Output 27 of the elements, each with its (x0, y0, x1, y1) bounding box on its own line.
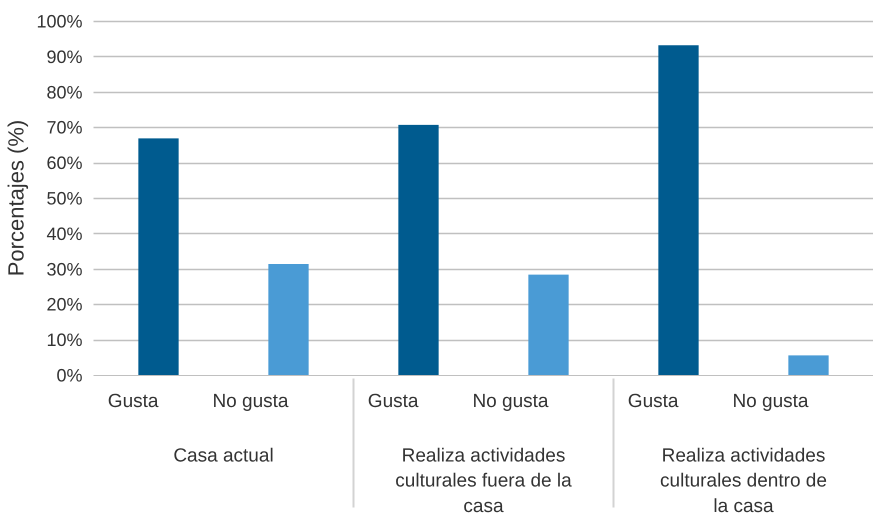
y-tick-label: 0% (56, 366, 82, 386)
y-tick-label: 50% (46, 188, 83, 209)
y-tick-label: 70% (46, 118, 83, 138)
x-tick-label: Gusta (368, 391, 419, 412)
y-tick-label: 10% (46, 330, 83, 350)
bar (658, 45, 699, 376)
y-tick-label: 60% (46, 153, 83, 174)
x-tick-label: No gusta (732, 391, 809, 412)
bar (528, 274, 569, 376)
bar (788, 355, 829, 376)
y-tick-label: 90% (46, 46, 83, 67)
y-axis-title: Porcentajes (%) (3, 120, 28, 276)
bar (398, 124, 439, 376)
y-tick-label: 30% (46, 259, 83, 280)
x-tick-label: Gusta (108, 391, 159, 412)
x-tick-label: No gusta (472, 391, 549, 412)
y-tick-label: 80% (46, 82, 83, 102)
bar (138, 138, 179, 376)
y-tick-label: 40% (46, 224, 83, 244)
x-tick-label: No gusta (212, 391, 289, 412)
text: Realiza actividades culturales fuera de la casa (395, 446, 572, 517)
y-tick-label: 20% (46, 294, 83, 315)
text: Realiza actividades culturales dentro de la casa (660, 446, 827, 517)
text: Casa actual (173, 446, 274, 466)
y-tick-label: 100% (36, 12, 83, 32)
x-tick-label: Gusta (628, 391, 679, 412)
bar (268, 264, 309, 376)
